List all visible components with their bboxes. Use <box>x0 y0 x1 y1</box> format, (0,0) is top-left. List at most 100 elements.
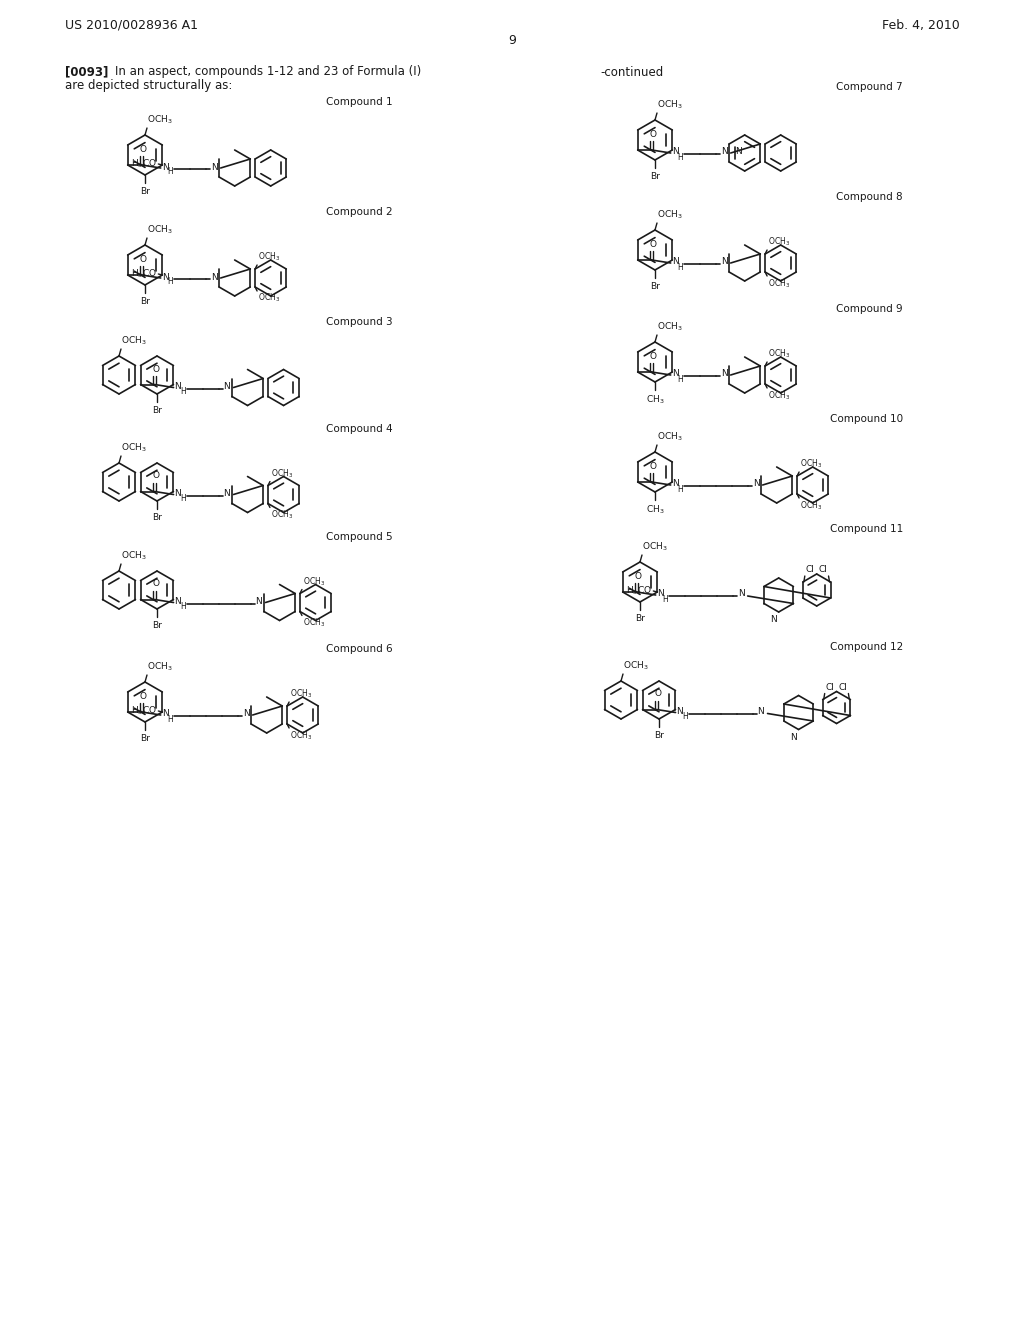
Text: Cl: Cl <box>806 565 815 574</box>
Text: Br: Br <box>152 513 162 521</box>
Text: OCH$_3$: OCH$_3$ <box>657 430 683 444</box>
Text: Br: Br <box>140 297 150 306</box>
Text: OCH$_3$: OCH$_3$ <box>290 688 312 700</box>
Text: OCH$_3$: OCH$_3$ <box>642 540 668 553</box>
Text: N: N <box>737 590 744 598</box>
Text: Br: Br <box>650 172 659 181</box>
Text: OCH$_3$: OCH$_3$ <box>623 660 649 672</box>
Text: are depicted structurally as:: are depicted structurally as: <box>65 79 232 92</box>
Text: O: O <box>649 462 656 471</box>
Text: N: N <box>174 597 181 606</box>
Text: N: N <box>758 708 764 715</box>
Text: OCH$_3$: OCH$_3$ <box>657 209 683 220</box>
Text: O: O <box>649 240 656 249</box>
Text: CH$_3$: CH$_3$ <box>646 504 665 516</box>
Text: Br: Br <box>140 187 150 195</box>
Text: OCH$_3$: OCH$_3$ <box>258 251 281 263</box>
Text: H: H <box>678 263 683 272</box>
Text: Compound 7: Compound 7 <box>837 82 903 92</box>
Text: Compound 11: Compound 11 <box>829 524 903 535</box>
Text: O: O <box>649 129 656 139</box>
Text: OCH$_3$: OCH$_3$ <box>303 616 325 630</box>
Text: OCH$_3$: OCH$_3$ <box>121 334 146 347</box>
Text: OCH$_3$: OCH$_3$ <box>800 499 822 511</box>
Text: Br: Br <box>654 731 664 741</box>
Text: N: N <box>672 370 679 379</box>
Text: N: N <box>753 479 760 488</box>
Text: OCH$_3$: OCH$_3$ <box>258 292 281 305</box>
Text: Compound 12: Compound 12 <box>829 642 903 652</box>
Text: Compound 4: Compound 4 <box>327 424 393 434</box>
Text: OCH$_3$: OCH$_3$ <box>271 467 293 479</box>
Text: Compound 1: Compound 1 <box>327 96 393 107</box>
Text: H$_3$CO: H$_3$CO <box>131 268 158 280</box>
Text: N: N <box>211 272 217 281</box>
Text: O: O <box>139 255 146 264</box>
Text: -continued: -continued <box>600 66 664 78</box>
Text: OCH$_3$: OCH$_3$ <box>657 99 683 111</box>
Text: O: O <box>139 145 146 154</box>
Text: N: N <box>672 479 679 488</box>
Text: OCH$_3$: OCH$_3$ <box>121 441 146 454</box>
Text: Compound 6: Compound 6 <box>327 644 393 653</box>
Text: OCH$_3$: OCH$_3$ <box>768 235 791 248</box>
Text: Br: Br <box>152 620 162 630</box>
Text: Cl: Cl <box>839 682 848 692</box>
Text: Compound 9: Compound 9 <box>837 304 903 314</box>
Text: OCH$_3$: OCH$_3$ <box>303 576 325 587</box>
Text: N: N <box>770 615 776 624</box>
Text: H: H <box>180 602 186 611</box>
Text: Compound 5: Compound 5 <box>327 532 393 543</box>
Text: N: N <box>211 162 217 172</box>
Text: H: H <box>683 711 688 721</box>
Text: OCH$_3$: OCH$_3$ <box>271 508 293 521</box>
Text: O: O <box>649 352 656 360</box>
Text: Compound 3: Compound 3 <box>327 317 393 327</box>
Text: N: N <box>243 710 250 718</box>
Text: N: N <box>174 381 181 391</box>
Text: O: O <box>654 689 662 698</box>
Text: N: N <box>672 257 679 267</box>
Text: N: N <box>162 710 168 718</box>
Text: CH$_3$: CH$_3$ <box>646 393 665 407</box>
Text: N: N <box>223 381 230 391</box>
Text: OCH$_3$: OCH$_3$ <box>290 729 312 742</box>
Text: US 2010/0028936 A1: US 2010/0028936 A1 <box>65 18 198 32</box>
Text: O: O <box>152 579 159 589</box>
Text: Cl: Cl <box>825 682 835 692</box>
Text: Cl: Cl <box>818 565 827 574</box>
Text: H$_3$CO: H$_3$CO <box>131 705 158 717</box>
Text: Br: Br <box>140 734 150 743</box>
Text: H: H <box>168 714 173 723</box>
Text: H: H <box>168 277 173 286</box>
Text: OCH$_3$: OCH$_3$ <box>657 321 683 333</box>
Text: N: N <box>656 590 664 598</box>
Text: N: N <box>790 733 797 742</box>
Text: OCH$_3$: OCH$_3$ <box>768 347 791 360</box>
Text: [0093]: [0093] <box>65 66 109 78</box>
Text: N: N <box>721 370 727 379</box>
Text: O: O <box>152 471 159 480</box>
Text: O: O <box>139 692 146 701</box>
Text: OCH$_3$: OCH$_3$ <box>147 223 173 236</box>
Text: N: N <box>721 148 727 157</box>
Text: N: N <box>174 488 181 498</box>
Text: In an aspect, compounds 1-12 and 23 of Formula (I): In an aspect, compounds 1-12 and 23 of F… <box>115 66 421 78</box>
Text: Br: Br <box>152 407 162 414</box>
Text: OCH$_3$: OCH$_3$ <box>768 389 791 401</box>
Text: Compound 2: Compound 2 <box>327 207 393 216</box>
Text: Feb. 4, 2010: Feb. 4, 2010 <box>883 18 961 32</box>
Text: Br: Br <box>635 614 645 623</box>
Text: H$_3$CO: H$_3$CO <box>627 585 652 597</box>
Text: OCH$_3$: OCH$_3$ <box>147 114 173 125</box>
Text: OCH$_3$: OCH$_3$ <box>147 660 173 673</box>
Text: H: H <box>180 387 186 396</box>
Text: O: O <box>634 572 641 581</box>
Text: H: H <box>663 594 669 603</box>
Text: H$_3$CO: H$_3$CO <box>131 158 158 170</box>
Text: N: N <box>677 708 683 715</box>
Text: N: N <box>256 597 262 606</box>
Text: N: N <box>672 148 679 157</box>
Text: H: H <box>180 494 186 503</box>
Text: N: N <box>162 272 168 281</box>
